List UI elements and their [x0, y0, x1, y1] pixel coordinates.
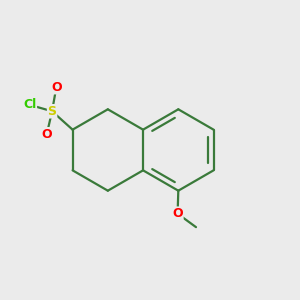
Text: O: O — [172, 207, 183, 220]
Text: O: O — [41, 128, 52, 141]
Text: S: S — [48, 105, 57, 118]
Text: Cl: Cl — [23, 98, 36, 111]
Text: O: O — [51, 81, 62, 94]
